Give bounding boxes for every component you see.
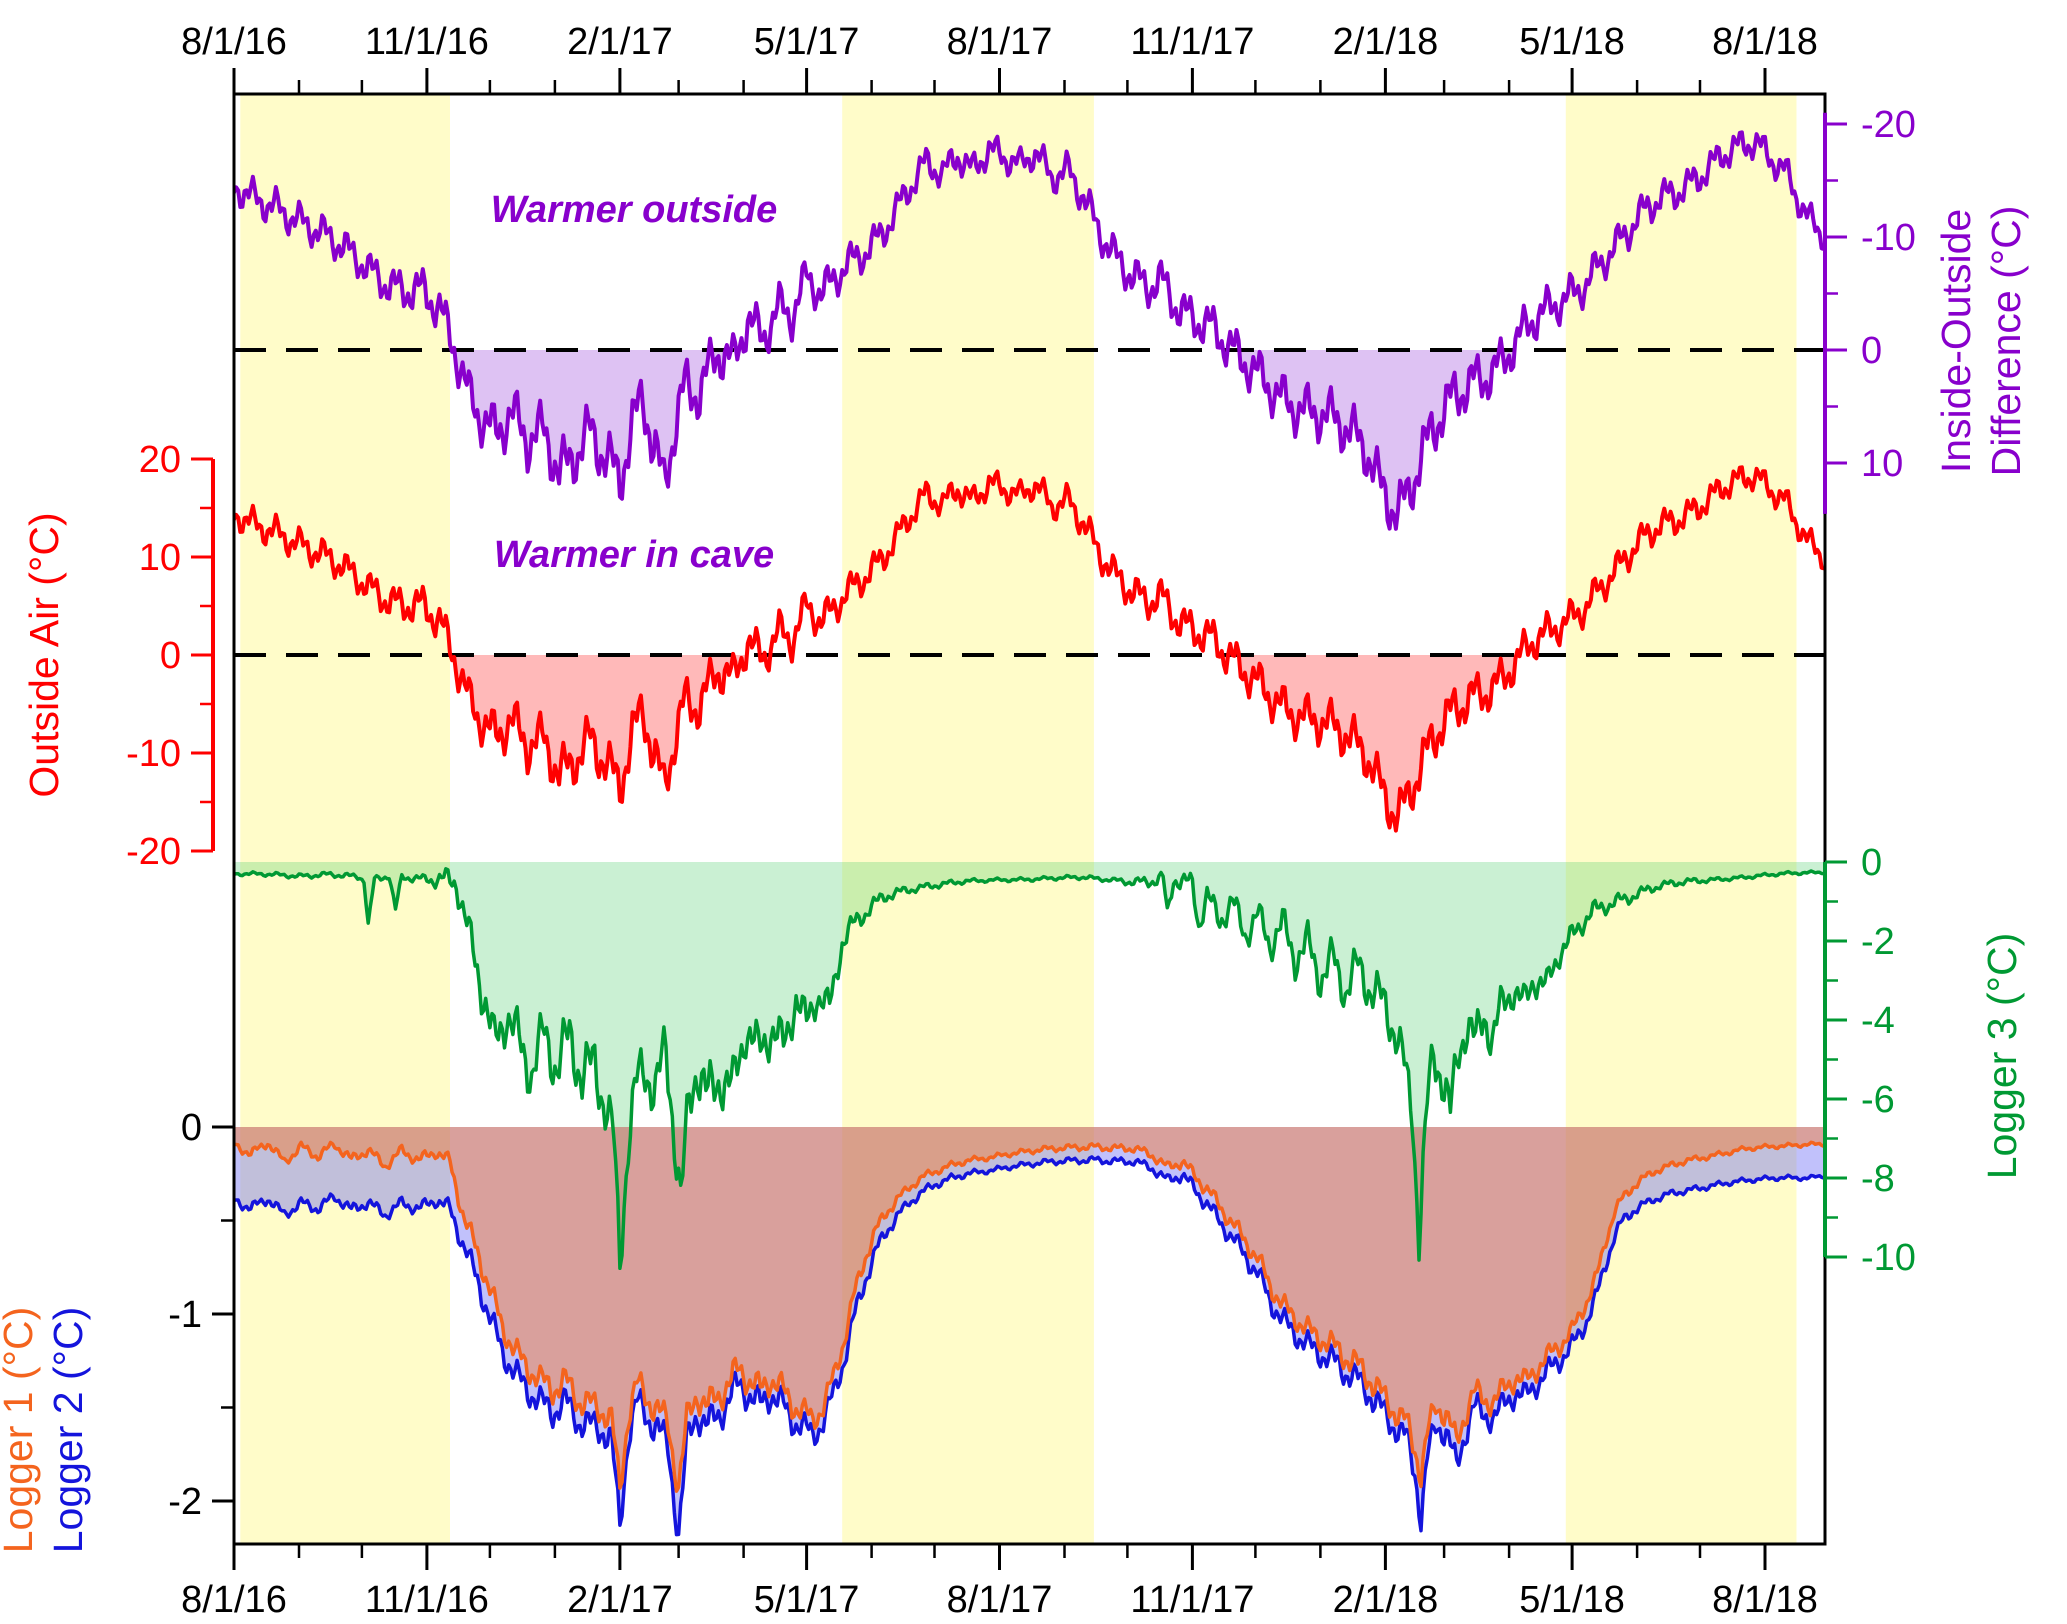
axes-layer: 8/1/16 8/1/16 11/1/16 11/1/16 2/1/17 2/1/17 5/…: [126, 21, 1916, 1621]
logger2-axis-title: Logger 2 (°C): [45, 1307, 91, 1554]
plot-border: [232, 92, 1827, 1546]
purple-tick-label: 10: [1861, 443, 1903, 485]
x-tick-label-top: 8/1/16: [181, 21, 287, 63]
green-tick-label: -4: [1861, 1000, 1895, 1042]
purple-tick-label: -20: [1861, 104, 1916, 146]
green-tick-label: 0: [1861, 842, 1882, 884]
x-tick-label-bottom: 11/1/16: [365, 1579, 489, 1621]
purple-axis-title-line2: Difference (°C): [1983, 206, 2029, 477]
x-tick-label-bottom: 11/1/17: [1130, 1579, 1254, 1621]
purple-tick-label: 0: [1861, 330, 1882, 372]
red-tick-label: 20: [139, 439, 181, 481]
x-tick-label-bottom: 5/1/17: [754, 1579, 860, 1621]
x-tick-label-top: 5/1/17: [754, 21, 860, 63]
x-tick-label-bottom: 2/1/17: [567, 1579, 673, 1621]
inside-outside-difference-line: [234, 130, 1825, 531]
logger-2-line: [234, 1155, 1825, 1537]
red-tick-label: -10: [126, 733, 181, 775]
x-tick-label-top: 2/1/17: [567, 21, 673, 63]
x-tick-label-bottom: 8/1/17: [947, 1579, 1053, 1621]
purple-tick-label: -10: [1861, 217, 1916, 259]
x-tick-label-bottom: 8/1/16: [181, 1579, 287, 1621]
logger-tick-label: 0: [181, 1107, 202, 1149]
x-tick-label-top: 8/1/17: [947, 21, 1053, 63]
green-tick-label: -2: [1861, 921, 1895, 963]
x-tick-label-top: 11/1/17: [1130, 21, 1254, 63]
red-tick-label: 0: [160, 635, 181, 677]
x-tick-label-top: 8/1/18: [1712, 21, 1818, 63]
logger-3-fill: [234, 862, 1824, 1269]
logger-tick-label: -2: [168, 1481, 202, 1523]
red-tick-label: -20: [126, 831, 181, 873]
purple-axis-title-line1: Inside-Outside: [1933, 209, 1979, 473]
x-tick-label-bottom: 8/1/18: [1712, 1579, 1818, 1621]
red-tick-label: 10: [139, 537, 181, 579]
annotation-warmer-in-cave: Warmer in cave: [494, 534, 774, 576]
outside-air-line: [234, 465, 1825, 833]
x-tick-label-top: 2/1/18: [1333, 21, 1439, 63]
annotation-warmer-outside: Warmer outside: [491, 189, 777, 231]
plot-area: [234, 94, 1825, 1544]
logger-1-line: [234, 1140, 1825, 1493]
x-tick-label-top: 5/1/18: [1519, 21, 1625, 63]
highlight-band: [842, 94, 1094, 1544]
outside-air-fill: [234, 655, 1824, 831]
highlight-band: [1565, 94, 1797, 1544]
logger-tick-label: -1: [168, 1294, 202, 1336]
x-tick-label-top: 11/1/16: [365, 21, 489, 63]
highlight-band: [240, 94, 450, 1544]
green-tick-label: -6: [1861, 1079, 1895, 1121]
green-tick-label: -10: [1861, 1237, 1916, 1279]
green-axis-title: Logger 3 (°C): [1979, 933, 2025, 1180]
logger1-axis-title: Logger 1 (°C): [0, 1307, 41, 1554]
green-tick-label: -8: [1861, 1158, 1895, 1200]
red-axis-title: Outside Air (°C): [21, 512, 67, 797]
logger-3-line: [234, 867, 1825, 1271]
x-tick-label-bottom: 5/1/18: [1519, 1579, 1625, 1621]
x-tick-label-bottom: 2/1/18: [1333, 1579, 1439, 1621]
inside-outside-difference-fill: [234, 350, 1824, 529]
